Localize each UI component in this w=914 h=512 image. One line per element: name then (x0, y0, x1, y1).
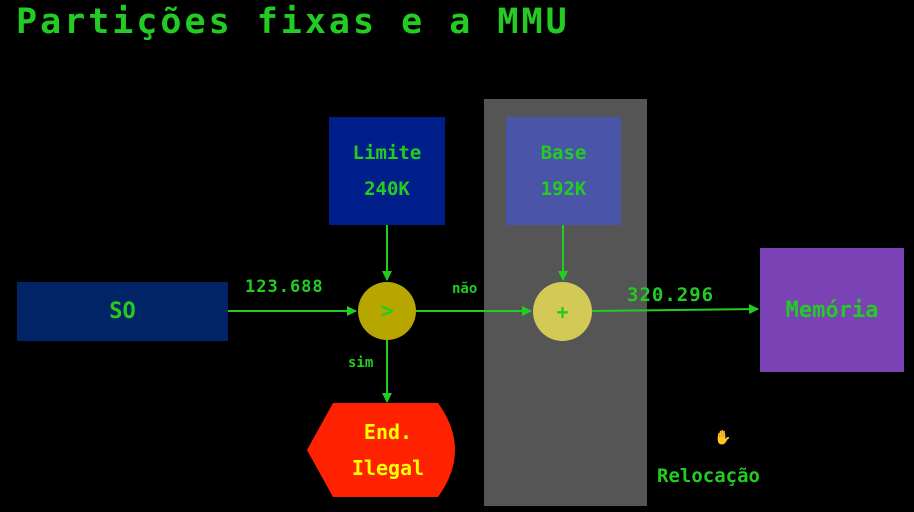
logical-address-label: 123.688 (245, 277, 324, 297)
base-label: Base (540, 142, 587, 164)
comparator-node: > (358, 282, 416, 340)
adder-symbol: + (556, 299, 569, 324)
illegal-line-1: End. (363, 420, 413, 444)
limite-register: Limite 240K (329, 117, 445, 225)
arrow-adder-to-memory (591, 304, 759, 315)
hand-cursor-icon: ✋ (714, 430, 732, 446)
memory-box: Memória (760, 248, 904, 372)
illegal-line-2: Ilegal (351, 456, 425, 480)
physical-address-label: 320.296 (627, 284, 715, 306)
base-value: 192K (540, 178, 587, 200)
memory-label: Memória (785, 297, 879, 323)
limite-value: 240K (364, 178, 410, 200)
relocation-label: Relocação (657, 465, 760, 487)
adder-node: + (533, 282, 592, 341)
limite-label: Limite (352, 142, 422, 164)
illegal-address-shape (307, 403, 455, 497)
branch-no-label: não (452, 281, 478, 297)
illegal-address-text: End. Ilegal (318, 403, 458, 497)
so-label: SO (109, 299, 136, 324)
so-box: SO (17, 282, 228, 341)
comparator-symbol: > (380, 298, 394, 324)
slide-title: Partições fixas e a MMU (16, 2, 570, 42)
base-register: Base 192K (506, 117, 621, 225)
branch-yes-label: sim (348, 355, 374, 371)
